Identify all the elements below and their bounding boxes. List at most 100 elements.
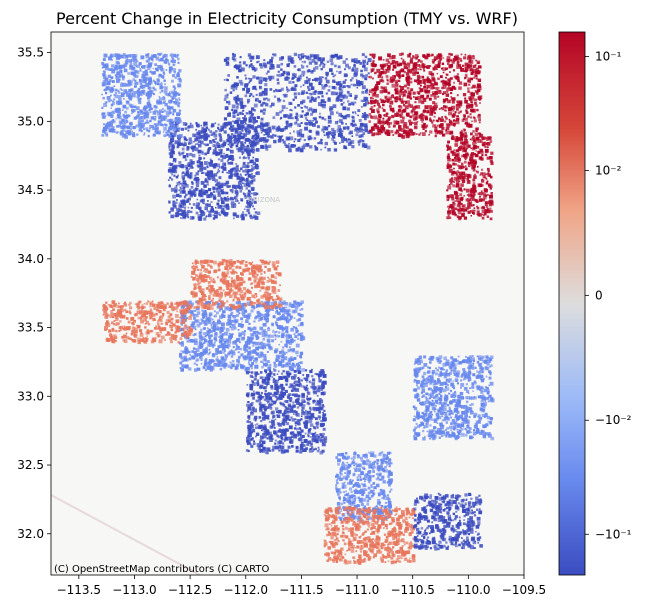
data-cell <box>116 113 120 117</box>
data-cell <box>293 369 297 373</box>
data-cell <box>280 334 285 339</box>
data-cell <box>203 143 206 146</box>
data-cell <box>308 429 310 431</box>
data-cell <box>117 95 122 99</box>
data-cell <box>268 435 272 439</box>
data-cell <box>284 78 287 80</box>
data-cell <box>238 306 242 309</box>
data-cell <box>121 335 124 339</box>
data-cell <box>326 60 330 63</box>
map-area[interactable] <box>51 32 524 575</box>
data-cell <box>302 374 305 376</box>
data-cell <box>313 407 318 412</box>
data-cell <box>199 165 204 170</box>
data-cell <box>196 260 200 264</box>
data-cell <box>170 150 173 153</box>
data-cell <box>174 335 178 339</box>
data-cell <box>254 424 257 426</box>
data-cell <box>315 424 319 427</box>
data-cell <box>320 369 325 373</box>
data-cell <box>184 330 188 335</box>
data-cell <box>298 427 302 430</box>
data-cell <box>320 60 324 64</box>
data-cell <box>351 68 355 72</box>
data-cell <box>245 157 247 159</box>
data-cell <box>298 318 302 322</box>
data-cell <box>251 66 256 71</box>
data-cell <box>197 300 200 303</box>
data-cell <box>133 331 136 333</box>
data-cell <box>296 401 300 405</box>
data-cell <box>264 433 266 435</box>
data-cell <box>297 123 301 127</box>
data-cell <box>168 93 170 96</box>
data-cell <box>241 150 244 154</box>
data-cell <box>261 90 265 94</box>
data-cell <box>130 332 133 335</box>
data-cell <box>251 65 255 69</box>
data-cell <box>203 161 208 165</box>
data-cell <box>330 132 335 136</box>
data-cell <box>138 128 142 132</box>
data-cell <box>152 303 156 308</box>
data-cell <box>336 96 339 99</box>
data-cell <box>163 126 168 131</box>
data-cell <box>115 317 119 321</box>
data-cell <box>111 315 115 319</box>
data-cell <box>313 427 317 430</box>
data-cell <box>267 326 270 329</box>
data-cell <box>263 145 267 149</box>
data-cell <box>282 127 286 131</box>
data-cell <box>105 132 108 136</box>
data-cell <box>217 276 219 279</box>
data-cell <box>250 444 254 448</box>
data-cell <box>172 133 175 136</box>
data-cell <box>257 398 261 402</box>
data-cell <box>357 109 361 112</box>
data-cell <box>219 138 223 142</box>
data-cell <box>203 274 207 278</box>
data-cell <box>252 95 255 98</box>
data-cell <box>278 303 283 308</box>
data-cell <box>193 341 198 346</box>
data-cell <box>280 394 285 398</box>
data-cell <box>272 116 276 119</box>
data-cell <box>246 200 251 205</box>
data-cell <box>188 367 192 371</box>
data-cell <box>124 135 128 139</box>
data-cell <box>248 262 251 265</box>
data-cell <box>143 303 146 305</box>
data-cell <box>209 130 212 133</box>
data-cell <box>149 313 153 317</box>
data-cell <box>284 436 289 441</box>
data-cell <box>229 189 232 192</box>
data-cell <box>246 384 249 386</box>
data-cell <box>249 191 252 193</box>
data-cell <box>182 180 187 184</box>
data-cell <box>216 289 219 292</box>
data-cell <box>102 63 105 67</box>
data-cell <box>198 154 201 157</box>
data-cell <box>316 125 320 129</box>
data-cell <box>234 195 238 200</box>
data-cell <box>316 388 321 393</box>
data-cell <box>193 283 197 287</box>
data-cell <box>254 341 259 346</box>
data-cell <box>287 308 291 313</box>
data-cell <box>273 90 276 93</box>
data-cell <box>367 58 372 63</box>
data-cell <box>293 388 296 391</box>
data-cell <box>275 330 278 333</box>
data-cell <box>245 77 248 80</box>
data-cell <box>174 314 179 318</box>
data-cell <box>266 135 270 138</box>
data-cell <box>209 292 212 295</box>
data-cell <box>347 85 351 89</box>
data-cell <box>264 128 268 132</box>
data-cell <box>336 128 341 133</box>
data-cell <box>324 126 329 131</box>
data-cell <box>178 109 182 112</box>
data-cell <box>272 264 276 268</box>
data-cell <box>144 80 147 84</box>
data-cell <box>203 341 206 345</box>
